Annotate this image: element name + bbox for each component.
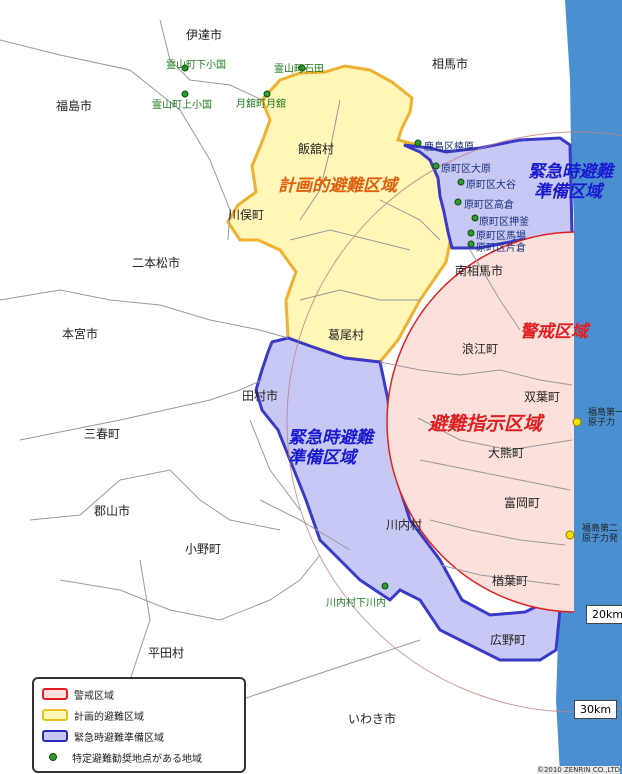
municipality-label: 広野町	[490, 633, 527, 647]
municipality-label: 楢葉町	[492, 574, 529, 588]
municipality-label: 川内村	[386, 518, 423, 532]
spot-label: 霊山町石田	[274, 64, 324, 75]
municipality-label: 川俣町	[228, 208, 265, 222]
legend-item: 特定避難勧奨地点がある地域	[42, 750, 202, 765]
municipality-label: 平田村	[148, 646, 185, 660]
municipality-label: 伊達市	[186, 28, 223, 42]
municipality-label: いわき市	[348, 712, 397, 726]
municipality-label: 双葉町	[524, 390, 561, 404]
spot-label: 鹿島区橲原	[424, 142, 474, 153]
warning-zone	[386, 231, 574, 613]
spot-label: 原町区馬場	[476, 231, 526, 242]
legend-swatch-warning	[42, 688, 68, 700]
legend-item: 警戒区域	[42, 687, 114, 702]
spot-label: 川内村下川内	[326, 598, 386, 609]
emergency-zone-east	[403, 136, 574, 250]
scale-20km: 20km	[586, 605, 622, 624]
legend: 警戒区域 計画的避難区域 緊急時避難準備区域 特定避難勧奨地点がある地域	[32, 677, 246, 773]
municipality-label: 三春町	[84, 427, 121, 441]
plant-label: 福島第一 原子力	[588, 408, 622, 428]
legend-item: 計画的避難区域	[42, 708, 144, 723]
plant-label: 福島第二 原子力発	[582, 524, 619, 544]
legend-item: 緊急時避難準備区域	[42, 729, 164, 744]
planned-zone-label: 計画的避難区域	[278, 176, 397, 196]
municipality-label: 福島市	[56, 99, 93, 113]
municipality-label: 葛尾村	[328, 328, 365, 342]
spot-label: 霊山町下小国	[166, 60, 226, 71]
copyright: ©2010 ZENRIN CO.,LTD	[536, 766, 620, 774]
evacuation-order-zone-label: 避難指示区域	[428, 413, 543, 435]
municipal-boundaries	[0, 19, 573, 701]
emergency-zone-east-label: 緊急時避難 準備区域	[528, 162, 613, 202]
municipality-label: 富岡町	[504, 496, 541, 510]
legend-swatch-planned	[42, 709, 68, 721]
municipality-label: 小野町	[185, 542, 222, 556]
municipality-label: 南相馬市	[455, 264, 504, 278]
legend-swatch-emergency	[42, 730, 68, 742]
municipality-label: 大熊町	[488, 446, 525, 460]
spot-label: 原町区大谷	[466, 180, 516, 191]
municipality-label: 二本松市	[132, 256, 181, 270]
legend-dot-spot	[49, 753, 57, 761]
municipality-label: 本宮市	[62, 327, 99, 341]
municipality-label: 郡山市	[94, 504, 131, 518]
spot-label: 原町区高倉	[464, 200, 514, 211]
power-plant-markers	[565, 417, 582, 540]
spot-label: 原町区片倉	[476, 243, 526, 254]
municipality-label: 相馬市	[432, 57, 469, 71]
scale-30km: 30km	[574, 700, 618, 719]
spot-label: 原町区大原	[441, 164, 491, 175]
municipality-label: 田村市	[242, 389, 279, 403]
spot-label: 霊山町上小国	[152, 100, 212, 111]
municipality-label: 飯舘村	[298, 142, 335, 156]
emergency-zone-west-label: 緊急時避難 準備区域	[288, 428, 373, 468]
spot-markers	[181, 64, 479, 590]
spot-label: 原町区押釜	[479, 217, 529, 228]
warning-zone-label: 警戒区域	[520, 322, 588, 342]
municipality-label: 浪江町	[462, 342, 499, 356]
spot-label: 月舘町月舘	[236, 99, 286, 110]
